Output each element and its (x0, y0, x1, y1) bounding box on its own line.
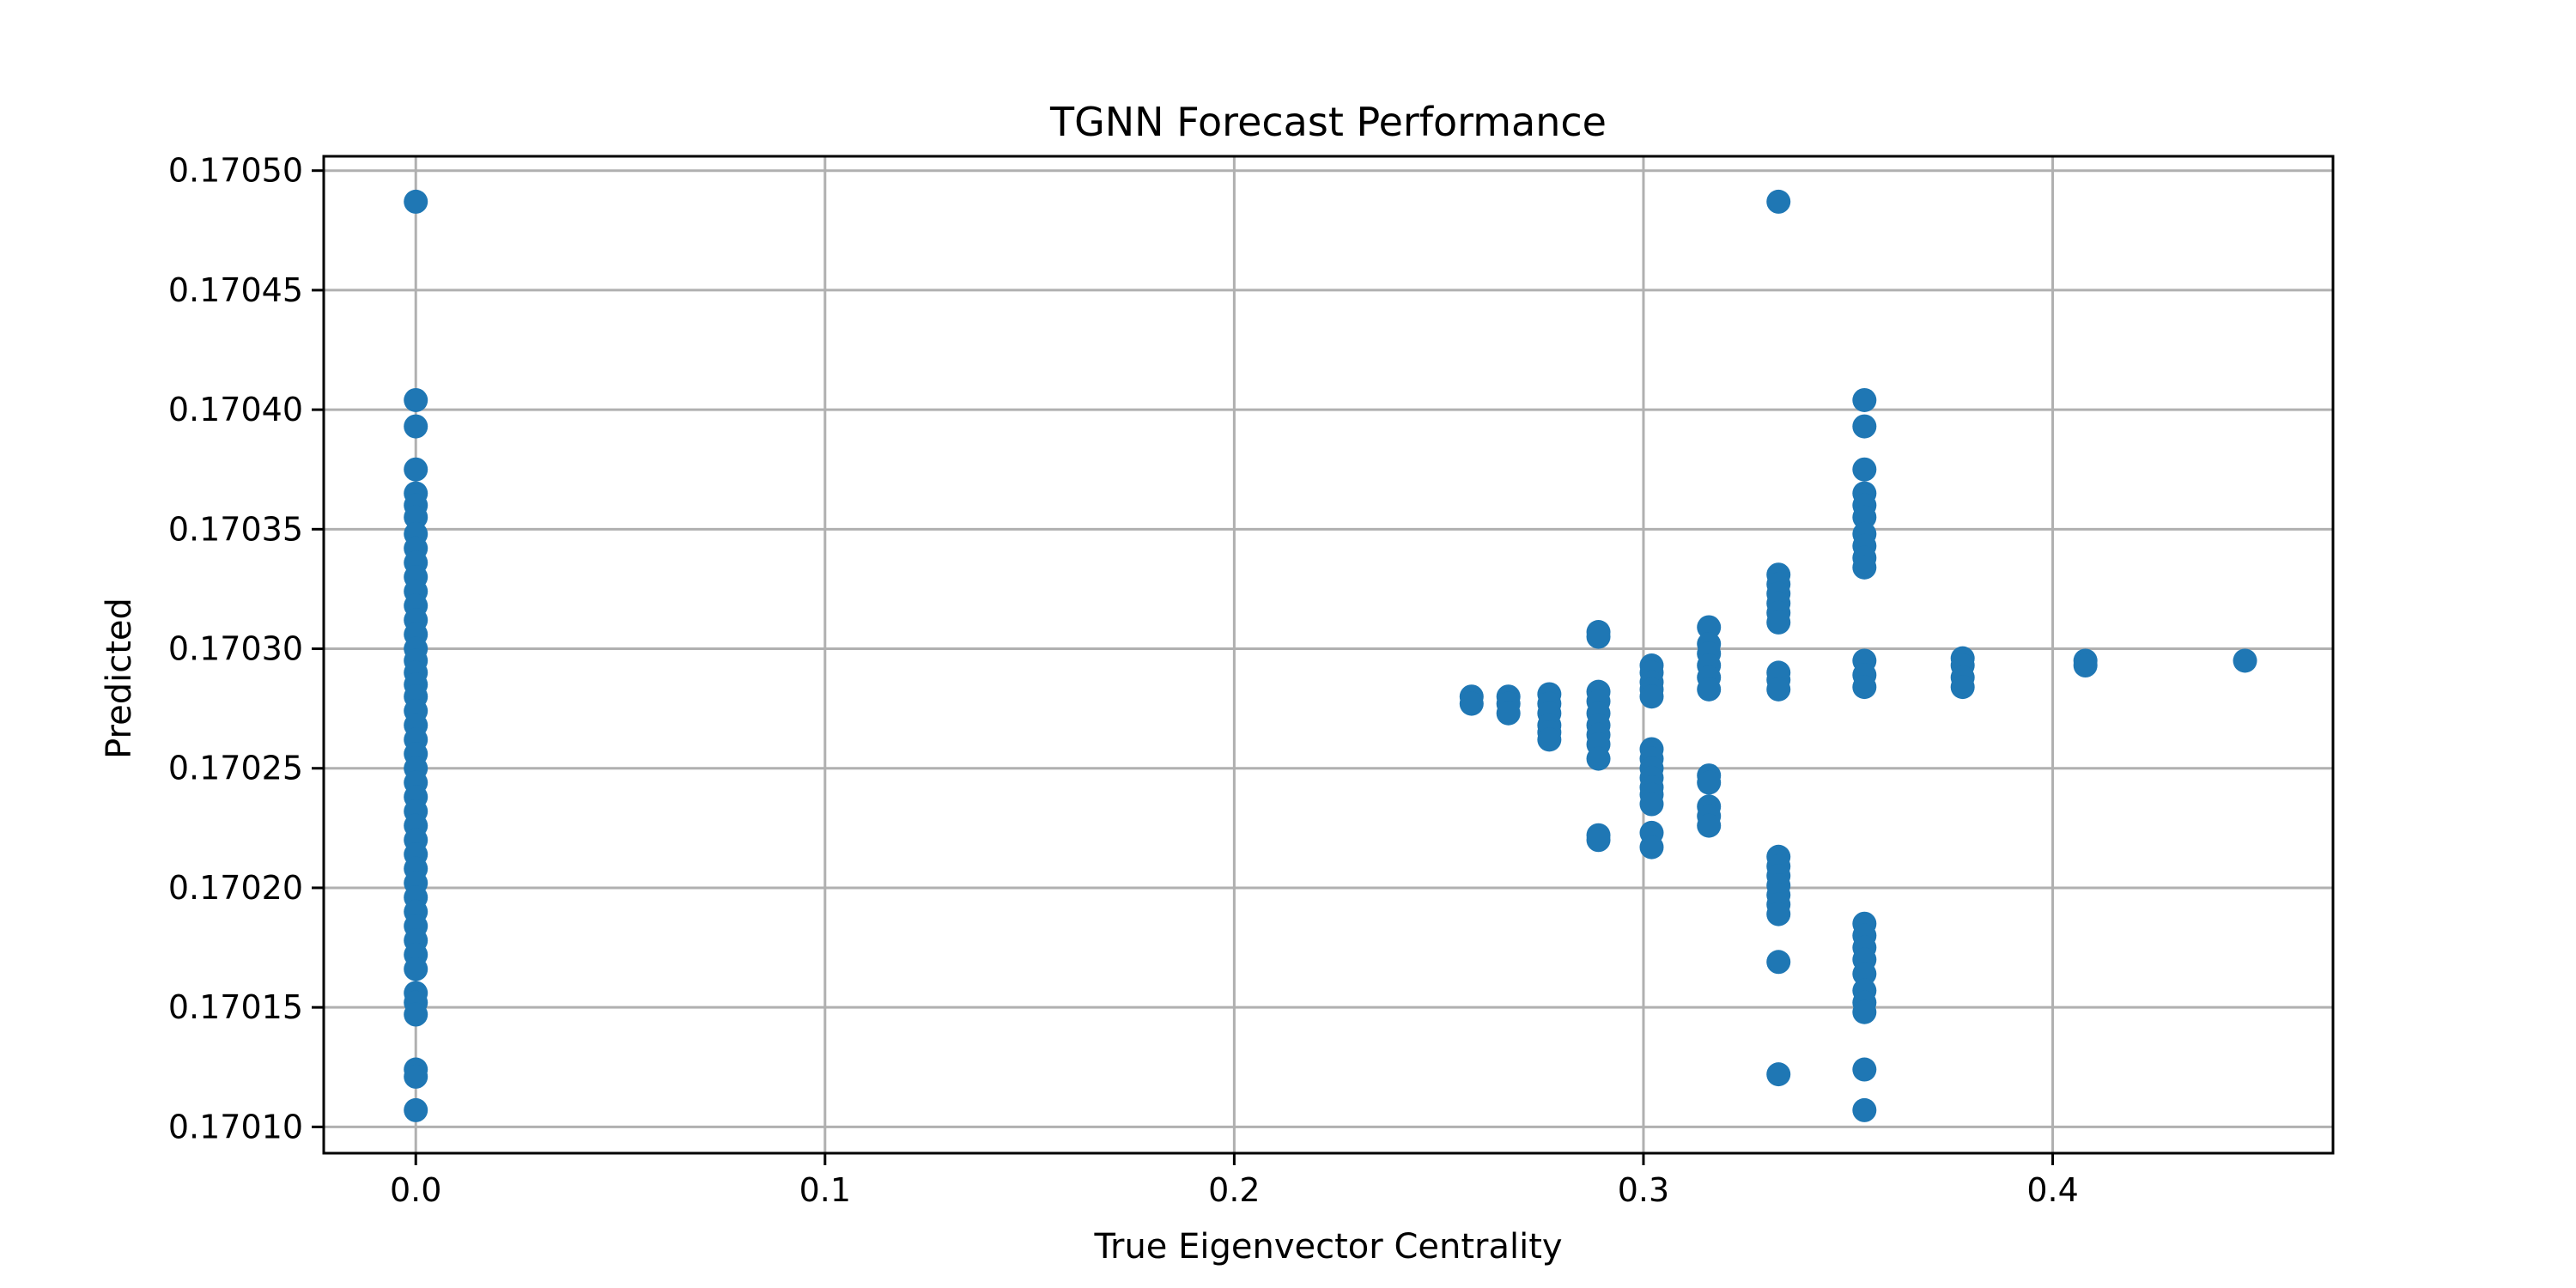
y-tick-label: 0.17035 (168, 510, 303, 548)
grid-layer (324, 156, 2333, 1153)
scatter-point (1766, 1062, 1791, 1087)
scatter-point (1586, 746, 1611, 771)
y-tick-label: 0.17040 (168, 391, 303, 428)
scatter-point (1639, 792, 1664, 817)
scatter-point (1852, 675, 1877, 700)
x-axis-label: True Eigenvector Centrality (1093, 1227, 1562, 1267)
y-axis-label: Predicted (100, 598, 139, 759)
scatter-point (404, 387, 428, 412)
y-tick-label: 0.17010 (168, 1108, 303, 1145)
y-tick-label: 0.17030 (168, 630, 303, 668)
x-tick-label: 0.0 (390, 1171, 441, 1209)
scatter-point (1697, 677, 1722, 702)
scatter-point (1697, 813, 1722, 838)
scatter-point (404, 1064, 428, 1089)
scatter-point (1639, 684, 1664, 709)
scatter-point (404, 189, 428, 214)
y-tick-label: 0.17050 (168, 152, 303, 190)
scatter-point (1496, 701, 1521, 726)
scatter-point (1537, 727, 1562, 752)
scatter-point (1766, 950, 1791, 975)
scatter-point (1766, 902, 1791, 927)
x-tick-label: 0.3 (1618, 1171, 1669, 1209)
scatter-point (1697, 615, 1722, 640)
scatter-point (2233, 648, 2257, 673)
y-tick-label: 0.17025 (168, 750, 303, 787)
scatter-point (404, 505, 428, 530)
scatter-point (404, 457, 428, 482)
scatter-point (1586, 828, 1611, 853)
x-tick-label: 0.1 (799, 1171, 851, 1209)
scatter-point (1766, 677, 1791, 702)
scatter-point (404, 957, 428, 981)
scatter-point (1852, 555, 1877, 580)
scatter-point (2073, 653, 2098, 678)
scatter-point (1766, 610, 1791, 635)
scatter-point (1459, 691, 1484, 716)
points-layer (404, 189, 2257, 1122)
plot-frame (322, 155, 2335, 1155)
y-tick-label: 0.17015 (168, 988, 303, 1026)
scatter-point (1586, 624, 1611, 649)
scatter-point (1852, 999, 1877, 1024)
scatter-point (1639, 835, 1664, 860)
x-tick-label: 0.2 (1208, 1171, 1260, 1209)
scatter-point (404, 1002, 428, 1027)
scatter-point (1852, 414, 1877, 439)
x-tick-label: 0.4 (2026, 1171, 2078, 1209)
scatter-point (1852, 962, 1877, 987)
scatter-point (404, 414, 428, 439)
scatter-point (1766, 189, 1791, 214)
scatter-point (1852, 457, 1877, 482)
y-tick-label: 0.17045 (168, 271, 303, 309)
chart-title: TGNN Forecast Performance (1049, 99, 1607, 145)
scatter-point (1950, 675, 1975, 700)
ticks-layer: 0.0 0.1 0.2 0.3 0.4 0.17010 0.17015 0.17020 0.17… (168, 152, 2079, 1209)
scatter-point (1852, 1097, 1877, 1122)
scatter-point (404, 1097, 428, 1122)
scatter-point (1852, 1057, 1877, 1082)
scatter-point (1852, 505, 1877, 530)
scatter-point (1852, 387, 1877, 412)
y-tick-label: 0.17020 (168, 869, 303, 907)
scatter-point (1697, 770, 1722, 795)
